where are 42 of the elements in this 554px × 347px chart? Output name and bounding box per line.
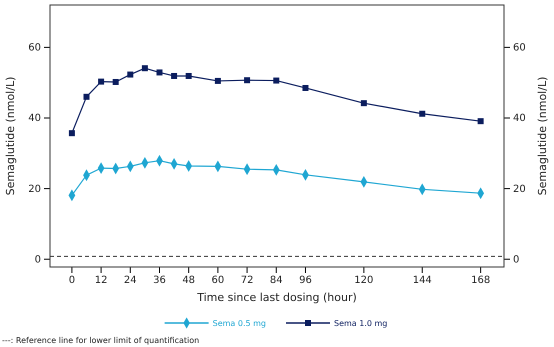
point bbox=[68, 130, 75, 136]
point bbox=[98, 78, 104, 85]
point bbox=[186, 72, 192, 79]
text: ---: Reference line for lower limit of quantification bbox=[2, 336, 200, 345]
text: Sema 0.5 mg bbox=[212, 319, 266, 328]
point bbox=[214, 78, 221, 84]
y-axis-title: Semaglutide (nmol/L) bbox=[4, 76, 17, 196]
text: Sema 1.0 mg bbox=[334, 319, 388, 328]
point bbox=[478, 118, 484, 124]
y-tick-label: 0 bbox=[34, 254, 41, 266]
x-tick-label: 36 bbox=[153, 275, 166, 286]
point bbox=[171, 72, 178, 79]
x-tick-label: 60 bbox=[212, 275, 224, 286]
x-tick-label: 96 bbox=[299, 275, 312, 286]
x-tick-label: 84 bbox=[270, 275, 283, 286]
x-tick-label: 12 bbox=[94, 275, 108, 286]
point bbox=[83, 94, 90, 100]
y2-tick-label: 20 bbox=[513, 184, 526, 195]
x-tick-label: 48 bbox=[182, 275, 196, 286]
point bbox=[142, 65, 148, 72]
y-tick-label: 60 bbox=[28, 42, 41, 54]
y2-tick-label: 0 bbox=[513, 254, 520, 266]
point bbox=[112, 78, 119, 85]
x-tick-label: 120 bbox=[354, 275, 374, 286]
point bbox=[244, 77, 250, 84]
x-tick-label: 24 bbox=[124, 275, 137, 286]
x-tick-label: 0 bbox=[68, 275, 76, 286]
point bbox=[419, 110, 426, 117]
x-axis-title: Time since last dosing (hour) bbox=[196, 291, 357, 304]
y-tick-label: 40 bbox=[28, 113, 41, 124]
point bbox=[273, 78, 280, 84]
y2-axis-title: Semaglutide (nmol/L) bbox=[536, 76, 549, 196]
y-tick-label: 20 bbox=[28, 184, 41, 195]
x-tick-label: 168 bbox=[471, 275, 490, 286]
y2-tick-label: 40 bbox=[513, 113, 526, 124]
point bbox=[156, 69, 162, 76]
x-tick-label: 144 bbox=[412, 275, 432, 286]
y2-tick-label: 60 bbox=[513, 42, 526, 54]
point bbox=[302, 84, 308, 91]
point bbox=[127, 72, 134, 78]
x-tick-label: 72 bbox=[240, 275, 254, 286]
point bbox=[360, 100, 367, 106]
